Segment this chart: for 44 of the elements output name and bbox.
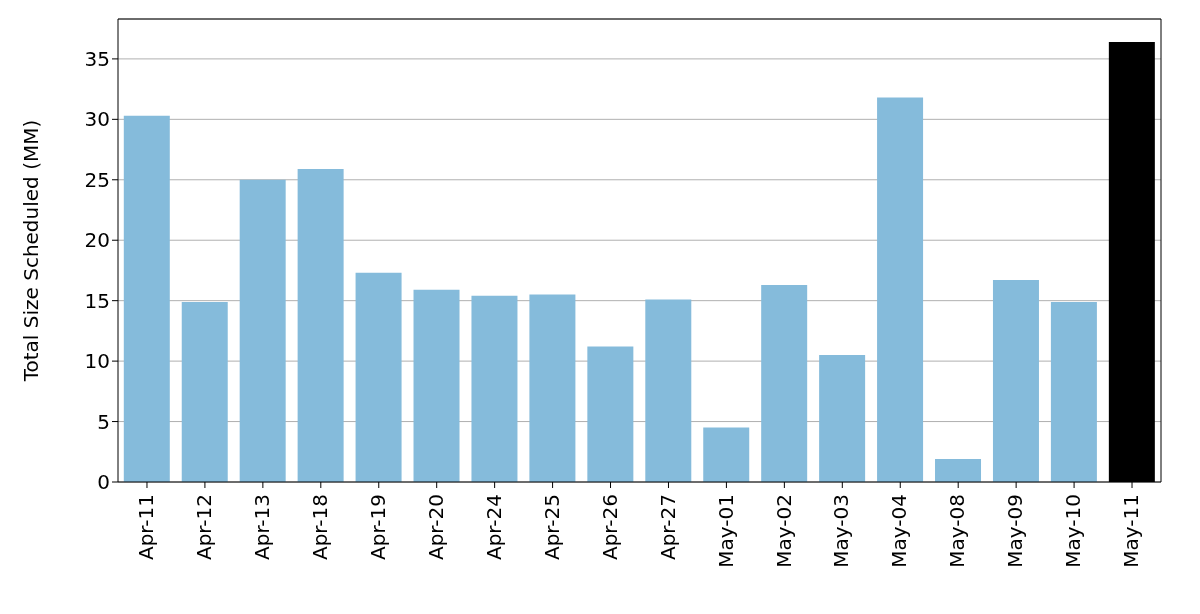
bar <box>877 97 924 482</box>
x-tick-label: Apr-26 <box>597 494 622 560</box>
x-tick-label: Apr-11 <box>134 494 159 560</box>
bar <box>123 115 170 482</box>
bar <box>1050 301 1097 482</box>
bar <box>471 295 518 482</box>
x-tick-label: May-03 <box>829 494 854 568</box>
x-tick-label: May-09 <box>1003 494 1028 568</box>
x-tick-label: Apr-18 <box>308 494 333 560</box>
bar <box>761 284 808 482</box>
x-tick-label: May-11 <box>1119 494 1144 568</box>
y-tick-label: 25 <box>84 167 110 192</box>
bar <box>297 168 344 482</box>
x-tick-label: Apr-13 <box>250 494 275 560</box>
y-tick-label: 0 <box>97 470 110 495</box>
bar <box>645 299 692 482</box>
bar <box>992 280 1039 482</box>
y-tick-label: 20 <box>84 228 110 253</box>
x-tick-label: May-10 <box>1061 494 1086 568</box>
x-tick-label: Apr-19 <box>365 494 390 560</box>
bar <box>355 272 402 482</box>
x-tick-label: May-02 <box>771 494 796 568</box>
bar <box>181 301 228 482</box>
x-tick-label: May-01 <box>713 494 738 568</box>
x-tick-label: May-08 <box>945 494 970 568</box>
y-tick-label: 15 <box>84 288 110 313</box>
bar <box>819 355 866 482</box>
x-tick-label: May-04 <box>887 494 912 568</box>
bar <box>587 346 634 482</box>
y-tick-label: 5 <box>97 409 110 434</box>
y-axis-title: Total Size Scheduled (MM) <box>19 119 44 383</box>
x-tick-label: Apr-25 <box>539 494 564 560</box>
x-tick-label: Apr-20 <box>423 494 448 560</box>
y-tick-label: 35 <box>84 46 110 71</box>
bar <box>935 459 982 482</box>
x-tick-label: Apr-12 <box>192 494 217 560</box>
y-tick-label: 30 <box>84 107 110 132</box>
x-tick-label: Apr-27 <box>655 494 680 560</box>
bar <box>413 289 460 482</box>
x-tick-label: Apr-24 <box>481 494 506 560</box>
y-tick-label: 10 <box>84 349 110 374</box>
bar <box>529 294 576 482</box>
bar <box>703 427 750 482</box>
bar <box>239 179 286 482</box>
